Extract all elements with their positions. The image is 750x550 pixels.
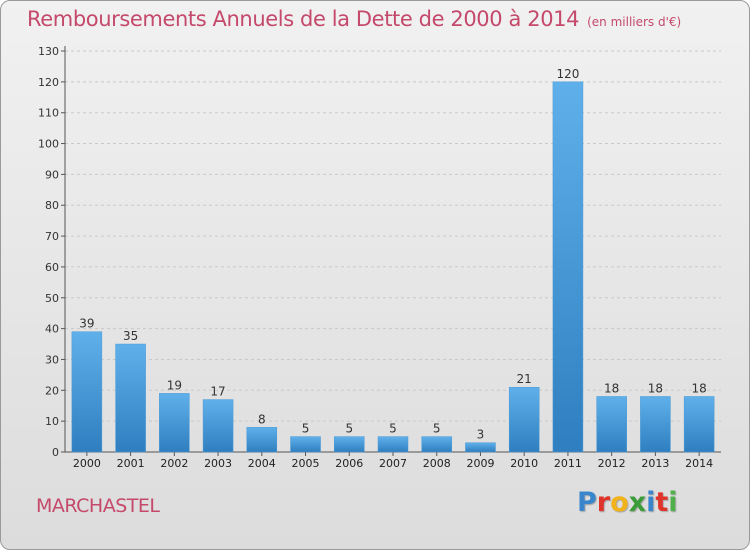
grid-lines [65,50,721,422]
brand-letter: P [577,487,597,518]
bar-value-label: 5 [302,422,310,436]
x-tick-label: 2008 [423,457,451,470]
bar-value-label: 8 [258,412,266,426]
x-tick-label: 2011 [554,457,582,470]
bar-value-label: 18 [691,381,706,395]
bars [71,81,715,453]
y-tick-label: 70 [45,230,59,243]
x-tick-label: 2010 [510,457,538,470]
brand-letter: i [668,487,678,518]
bar-2008 [421,436,452,453]
bar-2009 [465,442,496,453]
bar-2013 [640,396,671,453]
bar-2004 [246,427,278,453]
y-tick-label: 80 [45,199,59,212]
bar-value-label: 17 [210,385,225,399]
bar-value-label: 120 [556,67,579,81]
x-tick-label: 2001 [117,457,145,470]
bar-value-label: 39 [79,317,94,331]
bar-value-label: 21 [517,372,532,386]
x-tick-label: 2013 [641,457,669,470]
bar-2001 [115,343,146,453]
bar-2014 [683,396,715,453]
y-tick-label: 120 [38,76,59,89]
commune-name: MARCHASTEL [36,495,160,517]
brand-letter: r [596,487,611,518]
y-tick-label: 100 [38,138,59,151]
y-tick-label: 30 [45,353,59,366]
x-tick-label: 2012 [598,457,626,470]
chart-unit: (en milliers d'€) [587,15,682,29]
y-tick-label: 110 [38,107,59,120]
brand-letter: x [628,487,647,518]
labels: 39 35 19 17 8 5 5 5 5 3 21 120 18 18 18 [79,67,707,442]
bar-2000 [71,331,103,453]
bar-value-label: 3 [477,428,485,442]
x-tick-label: 2006 [335,457,363,470]
brand-letter: i [646,487,656,518]
x-tick-label: 2005 [292,457,320,470]
bar-2011 [552,81,584,453]
y-tick-label: 130 [38,45,59,58]
bar-2010 [508,386,540,453]
x-tick-label: 2007 [379,457,407,470]
x-tick-label: 2002 [160,457,188,470]
bar-2007 [377,436,409,453]
brand-logo: Proxiti [577,487,678,518]
bar-value-label: 5 [433,422,441,436]
bar-value-label: 19 [167,378,182,392]
bar-value-label: 5 [389,422,397,436]
x-tick-label: 2003 [204,457,232,470]
y-tick-label: 90 [45,168,59,181]
bar-value-label: 5 [345,422,353,436]
bar-2012 [596,396,627,453]
y-tick-label: 20 [45,384,59,397]
y-tick-label: 40 [45,323,59,336]
y-tick-label: 0 [52,446,59,459]
brand-letter: t [655,487,669,518]
bar-2006 [334,436,365,453]
bar-value-label: 18 [604,381,619,395]
bar-2005 [290,436,321,453]
x-tick-label: 2014 [685,457,713,470]
bar-value-label: 35 [123,329,138,343]
y-tick-label: 60 [45,261,59,274]
chart-title-block: Remboursements Annuels de la Dette de 20… [27,7,681,31]
x-tick-label: 2004 [248,457,276,470]
y-tick-label: 50 [45,292,59,305]
bar-2002 [159,393,190,453]
bar-2003 [202,399,234,453]
x-tick-label: 2000 [73,457,101,470]
bar-value-label: 18 [648,381,663,395]
x-tick-label: 2009 [466,457,494,470]
y-tick-label: 10 [45,415,59,428]
brand-letter: o [610,487,629,518]
chart-title: Remboursements Annuels de la Dette de 20… [27,7,580,31]
